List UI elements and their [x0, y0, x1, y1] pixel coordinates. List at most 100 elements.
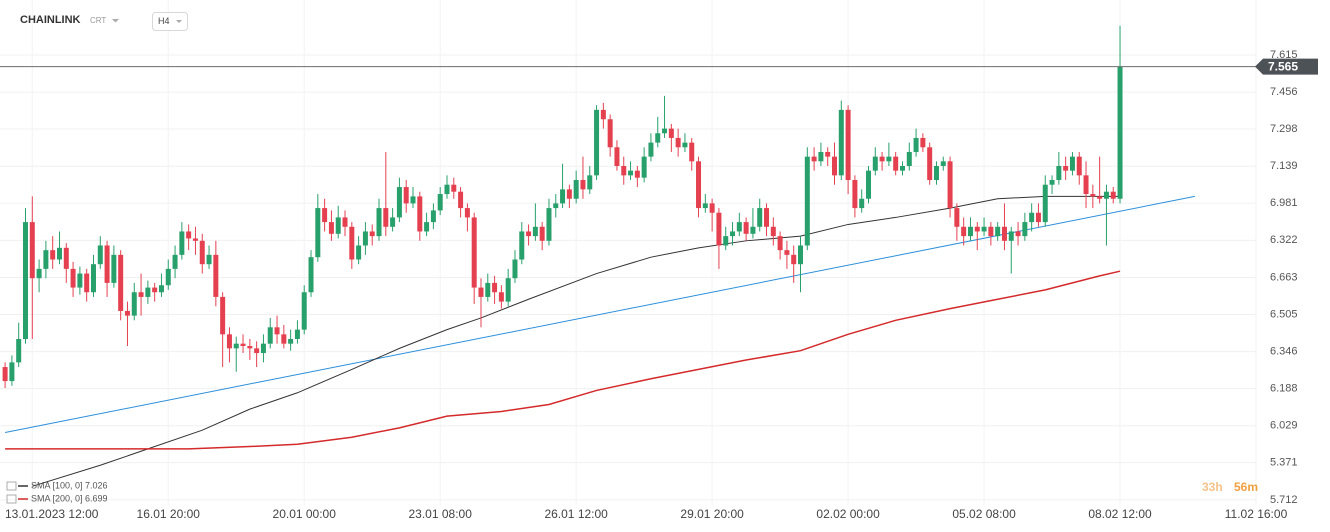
candle-body — [315, 208, 321, 258]
candle-body — [662, 128, 668, 134]
candle-body — [1035, 212, 1041, 223]
candle-body — [920, 137, 926, 148]
y-tick-label: 7.298 — [1270, 123, 1298, 135]
candle-body — [791, 254, 797, 265]
candle-body — [1063, 165, 1069, 171]
candles — [2, 25, 1123, 389]
timeframe-button[interactable] — [152, 12, 188, 31]
candle-body — [417, 196, 423, 232]
candle-body — [90, 264, 96, 293]
candle-body — [349, 226, 355, 260]
candle-body — [607, 119, 613, 148]
candle-body — [356, 245, 362, 260]
y-tick-label: 6.188 — [1270, 382, 1298, 394]
legend-label: SMA [200, 0] 6.699 — [31, 493, 108, 503]
candle-body — [852, 180, 858, 209]
candle-body — [22, 222, 28, 340]
candle-body — [1097, 196, 1103, 199]
candle-body — [233, 343, 239, 349]
candle-body — [1117, 66, 1123, 199]
candle-body — [641, 156, 647, 178]
market[interactable]: CRT — [90, 16, 106, 25]
candle-body — [1015, 231, 1021, 237]
candle-body — [600, 109, 606, 120]
candle-body — [709, 203, 715, 213]
candle-body — [750, 226, 756, 234]
x-tick-label: 08.02 12:00 — [1088, 507, 1152, 521]
candle-body — [1022, 222, 1028, 237]
candle-body — [145, 287, 151, 297]
legend: SMA [100, 0] 7.026 SMA [200, 0] 6.699 — [6, 480, 108, 504]
candle-body — [818, 151, 824, 162]
candle-body — [539, 226, 545, 241]
candle-body — [301, 292, 307, 330]
x-tick-label: 23.01 08:00 — [408, 507, 472, 521]
candle-body — [886, 156, 892, 162]
candle-body — [859, 198, 865, 209]
candle-body — [260, 343, 266, 354]
timeframe-caret[interactable] — [176, 20, 182, 23]
candle-body — [478, 287, 484, 297]
candle-body — [648, 142, 654, 157]
sma-line — [5, 270, 1121, 450]
candle-body — [158, 285, 164, 293]
candle-body — [723, 236, 729, 246]
candle-body — [961, 226, 967, 237]
symbol: CHAINLINK — [20, 14, 81, 26]
candle-body — [396, 187, 402, 218]
candle-body — [2, 367, 8, 382]
timeframe[interactable]: H4 — [158, 16, 170, 26]
candle-body — [77, 273, 83, 288]
y-tick-label: 7.456 — [1270, 86, 1298, 98]
candle-body — [1008, 231, 1014, 241]
candle-body — [893, 156, 899, 171]
candle-body — [981, 226, 987, 232]
y-tick-label: 6.029 — [1270, 420, 1298, 432]
candle-body — [580, 180, 586, 190]
candle-body — [131, 292, 137, 316]
candle-body — [369, 231, 375, 237]
candle-body — [553, 203, 559, 209]
x-tick-label: 26.01 12:00 — [544, 507, 608, 521]
candle-body — [199, 240, 205, 265]
candle-body — [240, 343, 246, 347]
candle-body — [628, 170, 634, 176]
y-tick-label: 7.615 — [1270, 49, 1298, 61]
candle-body — [716, 212, 722, 246]
candle-body — [988, 226, 994, 237]
candle-body — [532, 226, 538, 237]
candle-body — [1090, 194, 1096, 197]
candle-body — [927, 147, 933, 181]
x-tick-label: 11.02 16:00 — [1225, 507, 1288, 521]
candle-body — [587, 175, 593, 190]
y-tick-label: 5.371 — [1270, 457, 1298, 469]
candle-body — [50, 250, 56, 260]
candle-body — [29, 222, 35, 279]
candle-body — [947, 161, 953, 209]
candle-body — [152, 287, 158, 293]
candle-body — [471, 217, 477, 288]
candle-body — [519, 231, 525, 260]
candle-body — [274, 327, 280, 335]
x-tick-label: 05.02 08:00 — [952, 507, 1016, 521]
candle-body — [967, 226, 973, 237]
candle-body — [621, 165, 627, 176]
candle-body — [247, 346, 253, 349]
candle-body — [172, 254, 178, 269]
market-caret[interactable] — [112, 19, 119, 23]
candle-body — [70, 268, 76, 288]
candle-body — [213, 254, 219, 297]
candle-body — [36, 268, 42, 279]
candle-body — [906, 151, 912, 166]
y-tick-label: 5.712 — [1270, 494, 1298, 506]
candle-body — [335, 217, 341, 234]
candle-body — [1083, 175, 1089, 195]
candle-body — [655, 133, 661, 143]
candle-body — [614, 147, 620, 166]
candle-body — [424, 222, 430, 232]
candle-body — [186, 231, 192, 239]
candle-body — [376, 208, 382, 237]
candle-body — [1056, 165, 1062, 181]
candle-body — [995, 226, 1001, 237]
